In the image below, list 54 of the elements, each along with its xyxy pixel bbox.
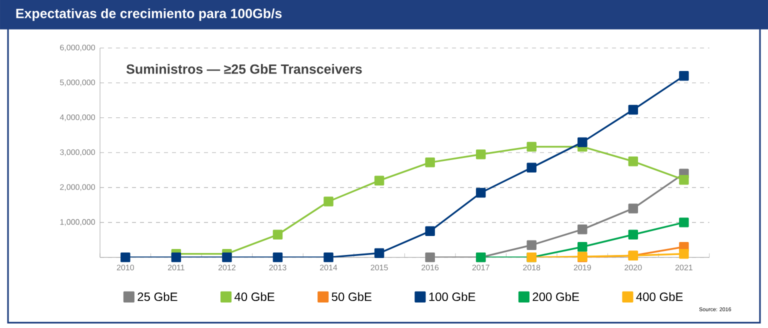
- point: [272, 252, 283, 262]
- x-tick-label: 2017: [472, 264, 490, 270]
- point: [578, 137, 588, 148]
- point: [476, 150, 486, 160]
- point: [374, 248, 384, 258]
- point: [526, 240, 536, 250]
- y-tick-label: 4,000,000: [60, 114, 95, 122]
- point: [374, 176, 384, 186]
- point: [222, 252, 232, 262]
- x-tick-label: 2018: [523, 264, 540, 270]
- x-tick-label: 2011: [168, 264, 184, 270]
- point: [171, 252, 182, 262]
- point: [679, 218, 689, 228]
- y-tick-label: 1,000,000: [60, 219, 95, 226]
- point: [324, 196, 334, 206]
- point: [526, 142, 536, 152]
- point: [120, 252, 130, 262]
- point: [425, 252, 435, 262]
- x-tick-label: 2015: [370, 264, 388, 270]
- x-tick-label: 2010: [116, 264, 134, 270]
- x-tick-label: 2019: [574, 264, 591, 270]
- point: [526, 162, 536, 173]
- y-tick-label: 3,000,000: [60, 149, 95, 156]
- x-tick-label: 2012: [218, 264, 236, 270]
- point: [628, 156, 638, 166]
- x-tick-label: 2013: [269, 264, 286, 270]
- point: [476, 188, 486, 198]
- legend-label: 400 GbE: [636, 292, 683, 302]
- y-tick-label: 5,000,000: [60, 80, 95, 86]
- text: Suministros — ≥25 GbE Transceivers: [126, 64, 362, 74]
- point: [425, 226, 435, 236]
- legend-label: 100 GbE: [429, 292, 476, 302]
- point: [679, 71, 689, 81]
- x-tick-label: 2014: [320, 264, 338, 270]
- point: [628, 230, 638, 240]
- point: [578, 224, 588, 234]
- point: [324, 252, 334, 262]
- x-tick-label: 2020: [624, 264, 642, 270]
- x-tick-label: 2021: [675, 264, 692, 270]
- y-tick-label: 2,000,000: [60, 184, 95, 191]
- legend-label: 50 GbE: [332, 292, 372, 302]
- point: [272, 230, 283, 240]
- chart-title: Expectativas de crecimiento para 100Gb/s: [16, 8, 282, 21]
- y-tick-label: 6,000,000: [60, 44, 95, 52]
- point: [578, 242, 588, 252]
- legend-label: 200 GbE: [532, 292, 579, 302]
- point: [628, 204, 638, 214]
- point: [425, 158, 435, 168]
- point: [679, 248, 689, 259]
- point: [628, 104, 638, 115]
- x-tick-label: 2016: [422, 264, 439, 270]
- legend-label: 40 GbE: [234, 292, 274, 302]
- legend-label: 25 GbE: [138, 292, 178, 302]
- point: [679, 175, 689, 185]
